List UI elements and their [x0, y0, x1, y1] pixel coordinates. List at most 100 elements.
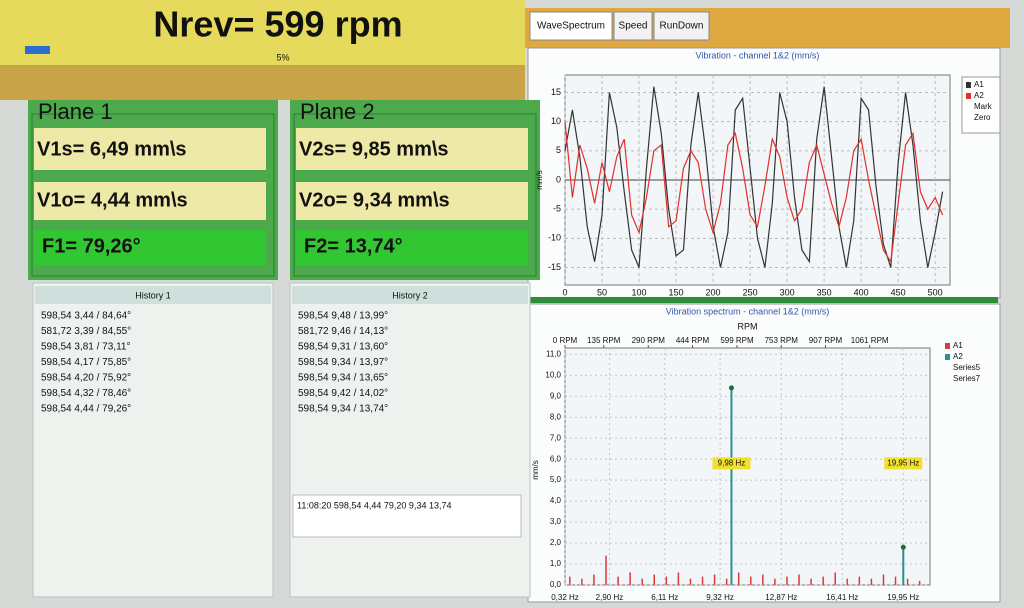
x2-tick-label: 1061 RPM [851, 336, 889, 345]
x-tick-label: 200 [706, 287, 721, 297]
legend-label: A1 [974, 80, 984, 89]
x-tick-label: 19,95 Hz [887, 593, 919, 602]
y-tick-label: 9,0 [550, 391, 562, 400]
tab-label[interactable]: Speed [619, 21, 648, 32]
f: F2= 13,74° [304, 235, 403, 257]
tab[interactable] [529, 11, 613, 41]
summary: 11:08:20 598,54 4,44 79,20 9,34 13,74 [297, 500, 451, 510]
field [34, 182, 266, 220]
x-tick-label: 2,90 Hz [596, 593, 624, 602]
x2-tick-label: 444 RPM [676, 336, 710, 345]
y-tick-label: -15 [548, 262, 561, 272]
series-line [564, 86, 944, 268]
x-tick-label: 0,32 Hz [551, 593, 579, 602]
x-tick-label: 50 [597, 287, 607, 297]
y-tick-label: 2,0 [550, 538, 562, 547]
annotation-box [884, 457, 923, 470]
x-tick-label: 12,87 Hz [765, 593, 797, 602]
legend-label: Series7 [953, 374, 981, 383]
tab-label[interactable]: WaveSpectrum [537, 21, 605, 32]
x2-tick-label: 290 RPM [632, 336, 666, 345]
summary-box [292, 494, 522, 538]
nrev: Nrev= 599 rpm [153, 4, 402, 45]
x-tick-label: 16,41 Hz [826, 593, 858, 602]
tab[interactable] [613, 11, 653, 41]
annotation: 19,95 Hz [887, 458, 919, 467]
legend-label: Mark [974, 102, 993, 111]
vo: V2o= 9,34 mm\s [299, 189, 450, 211]
history-row: 581,72 9,46 / 14,13° [298, 326, 388, 337]
tab[interactable] [653, 11, 710, 41]
f: F1= 79,26° [42, 235, 141, 257]
legend-swatch [945, 354, 950, 360]
x-tick-label: 9,32 Hz [706, 593, 734, 602]
y-tick-label: 3,0 [550, 517, 562, 526]
legend-label: A1 [953, 341, 963, 350]
y-tick-label: 15 [551, 87, 561, 97]
band [0, 65, 525, 100]
history-row: 598,54 3,81 / 73,11° [41, 342, 130, 353]
y-label: mm/s [531, 460, 540, 480]
legend-swatch [966, 93, 971, 99]
legend-swatch [966, 82, 971, 88]
x2-tick-label: 135 RPM [587, 336, 621, 345]
peak-dot [900, 544, 906, 550]
annotation-box [712, 457, 751, 470]
plane-title: Plane 2 [300, 99, 375, 124]
x-top-label: RPM [738, 321, 758, 331]
legend-label: Zero [974, 113, 991, 122]
y-tick-label: 5,0 [550, 475, 562, 484]
field [34, 128, 266, 170]
y-tick-label: 8,0 [550, 412, 562, 421]
x2-tick-label: 599 RPM [720, 336, 754, 345]
history-row: 598,54 9,34 / 13,97° [298, 357, 388, 368]
x-tick-label: 250 [743, 287, 758, 297]
y-tick-label: 6,0 [550, 454, 562, 463]
vs: V2s= 9,85 mm\s [299, 138, 449, 160]
tab-label[interactable]: RunDown [660, 21, 704, 32]
x-tick-label: 150 [669, 287, 684, 297]
history-row: 598,54 9,34 / 13,65° [298, 373, 388, 384]
history-header [292, 286, 528, 304]
history-row: 598,54 4,32 / 78,46° [41, 388, 131, 399]
x-tick-label: 6,11 Hz [651, 593, 678, 602]
field [296, 128, 528, 170]
annotation: 9,98 Hz [718, 458, 746, 467]
x-tick-label: 400 [854, 287, 869, 297]
status-panel [0, 0, 525, 65]
y-tick-label: 10,0 [545, 370, 561, 379]
field [296, 230, 528, 265]
history-row: 598,54 9,34 / 13,74° [298, 404, 388, 415]
x-tick-label: 500 [928, 287, 943, 297]
x2-tick-label: 0 RPM [553, 336, 578, 345]
history-row: 598,54 9,48 / 13,99° [298, 311, 388, 322]
x-tick-label: 350 [817, 287, 832, 297]
y-tick-label: 10 [551, 116, 561, 126]
history-header [35, 286, 271, 304]
x-tick-label: 300 [780, 287, 795, 297]
plane-title: Plane 1 [38, 99, 113, 124]
legend-label: A2 [974, 91, 984, 100]
history-title: History 1 [135, 290, 171, 300]
series-line [564, 121, 944, 264]
y-tick-label: -5 [553, 204, 561, 214]
history-row: 581,72 3,39 / 84,55° [41, 326, 131, 337]
legend-label: Series5 [953, 363, 981, 372]
x2-tick-label: 907 RPM [809, 336, 843, 345]
x-tick-label: 0 [562, 287, 567, 297]
x2-tick-label: 753 RPM [765, 336, 799, 345]
separator [528, 297, 998, 303]
history-row: 598,54 9,31 / 13,60° [298, 342, 388, 353]
progress-bar [25, 46, 50, 54]
y-tick-label: 11,0 [546, 349, 562, 358]
vs: V1s= 6,49 mm\s [37, 138, 187, 160]
y-tick-label: 7,0 [550, 433, 562, 442]
y-tick-label: 0 [556, 174, 561, 184]
history-row: 598,54 4,44 / 79,26° [41, 404, 131, 415]
history-row: 598,54 9,42 / 14,02° [298, 388, 388, 399]
y-tick-label: -10 [548, 233, 561, 243]
peak-dot [728, 385, 734, 391]
y-tick-label: 5 [556, 145, 561, 155]
